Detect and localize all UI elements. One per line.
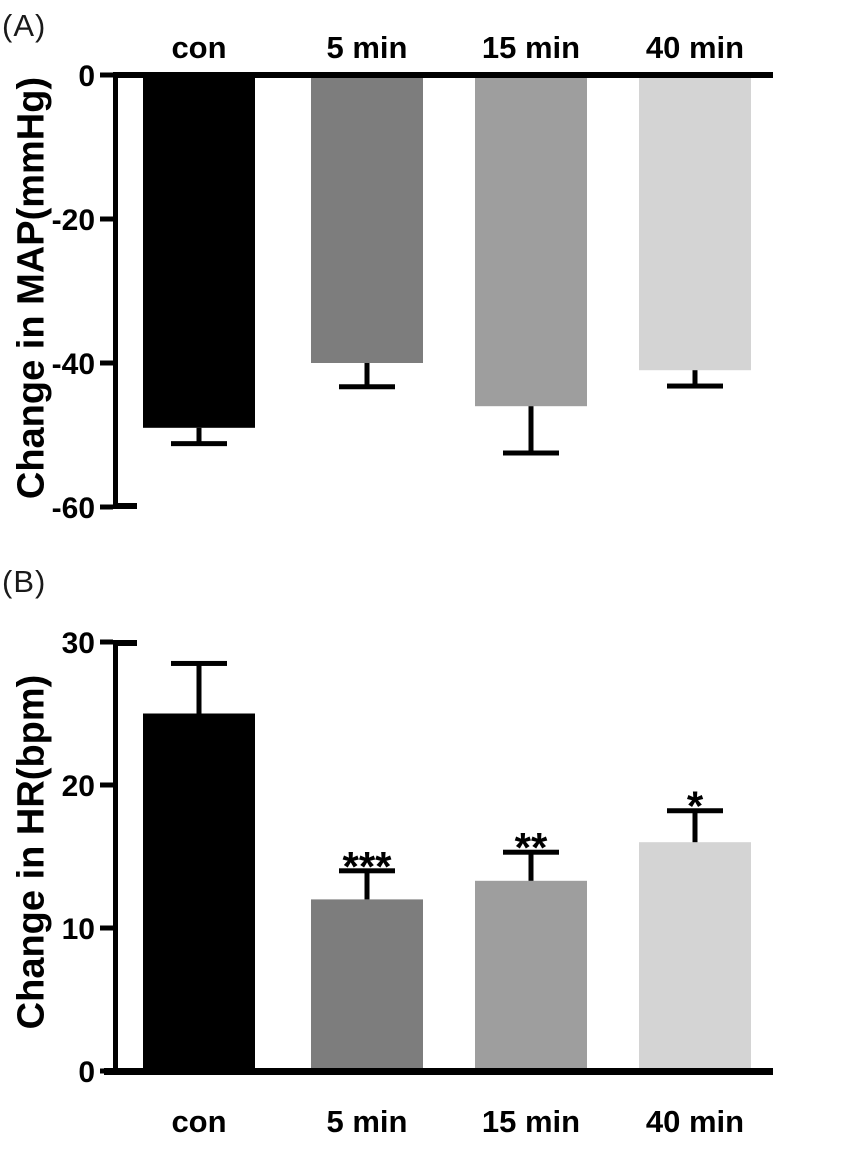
panel-a-tick--20 (100, 216, 113, 222)
panel-b-category-label-15-min: 15 min (482, 1104, 580, 1139)
panel-a-error-whisker-con (196, 427, 202, 444)
panel-b-tick-0 (100, 1068, 113, 1074)
panel-a-bar-con (143, 75, 255, 428)
panel-a-error-cap-con (171, 441, 227, 447)
panel-a-error-whisker-5-min (364, 363, 370, 387)
panel-b-error-cap-5-min (339, 868, 395, 874)
panel-a-category-label-con: con (171, 30, 226, 65)
panel-b-bar-40-min (639, 842, 751, 1071)
panel-b-error-whisker-40-min (692, 810, 698, 843)
panel-b-tick-20 (100, 782, 113, 788)
panel-b-tick-label-10: 10 (62, 913, 95, 946)
panel-b-error-whisker-5-min (364, 870, 370, 900)
panel-b-tick-label-0: 0 (78, 1056, 95, 1089)
panel-a-bar-5-min (311, 75, 423, 363)
panel-a-error-whisker-40-min (692, 370, 698, 387)
panel-a-error-cap-5-min (339, 384, 395, 390)
panel-a-tick--60 (100, 504, 113, 510)
panel-a-y-axis-line (113, 72, 118, 509)
panel-b-significance-15-min: ** (515, 824, 548, 871)
panel-b-error-cap-15-min (503, 849, 559, 855)
panel-a-bar-40-min (639, 75, 751, 371)
panel-a-tick-label--20: -20 (52, 204, 95, 237)
panel-a-tick-label--60: -60 (52, 492, 95, 525)
panel-a-category-label-5-min: 5 min (327, 30, 408, 65)
panel-a-tick--40 (100, 360, 113, 366)
panel-a-bar-15-min (475, 75, 587, 407)
panel-a-baseline (113, 72, 773, 78)
panel-a-category-label-15-min: 15 min (482, 30, 580, 65)
panel-a-error-cap-40-min (667, 383, 723, 389)
panel-a-tick-label--40: -40 (52, 348, 95, 381)
panel-b-error-cap-40-min (667, 808, 723, 814)
panel-b-y-axis-line (113, 640, 118, 1071)
panel-b-significance-5-min: *** (342, 843, 392, 890)
panel-b-category-label-5-min: 5 min (327, 1104, 408, 1139)
panel-b-label: (B) (2, 564, 47, 599)
panel-a-tick-0 (100, 72, 113, 78)
panel-a-tick-label-0: 0 (78, 60, 95, 93)
panel-b-error-whisker-con (196, 663, 202, 714)
panel-a-category-label-40-min: 40 min (646, 30, 744, 65)
panel-b-tick-10 (100, 925, 113, 931)
panel-b-baseline (104, 1068, 773, 1075)
panel-a-axis-end-stub (113, 503, 137, 509)
panel-a-error-whisker-15-min (528, 406, 534, 453)
panel-a: con 5 min 15 min 40 min 0 -20 -40 -60 (52, 30, 773, 525)
panel-a-label: (A) (2, 8, 47, 43)
panel-b-bar-con (143, 713, 255, 1071)
panel-a-error-cap-15-min (503, 450, 559, 456)
panel-b-category-label-con: con (171, 1104, 226, 1139)
panel-b-error-cap-con (171, 660, 227, 666)
panel-b-bar-5-min (311, 899, 423, 1071)
panel-b-tick-label-20: 20 (62, 770, 95, 803)
panel-b: con *** 5 min ** 15 min * 40 min 30 20 10 0 (62, 627, 773, 1139)
panel-b-significance-40-min: * (687, 783, 704, 830)
panel-b-bar-15-min (475, 880, 587, 1071)
panel-b-category-label-40-min: 40 min (646, 1104, 744, 1139)
panel-b-error-whisker-15-min (528, 852, 534, 881)
panel-b-tick-30 (100, 639, 113, 645)
panel-b-tick-label-30: 30 (62, 627, 95, 660)
panel-b-axis-end-stub (113, 640, 137, 646)
